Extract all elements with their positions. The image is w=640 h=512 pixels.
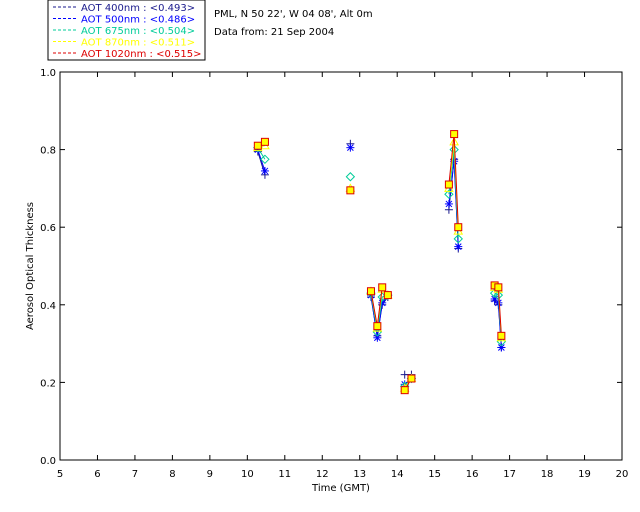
y-tick-label: 0.0 xyxy=(40,456,56,467)
legend-label: AOT 870nm : <0.511> xyxy=(81,38,195,49)
x-tick-label: 10 xyxy=(241,469,254,480)
data-point xyxy=(494,283,503,292)
axis-ticks: 5 6 7 8 9 10 11 12 13 14 15 16 17 18 19 20 0.0 0.2 0.4 0.6 0… xyxy=(40,68,628,480)
x-tick-label: 12 xyxy=(316,469,329,480)
data-point xyxy=(260,166,269,175)
plot-frame xyxy=(59,71,623,461)
x-tick-label: 20 xyxy=(616,469,629,480)
data-point xyxy=(400,370,409,379)
data-point xyxy=(444,180,453,189)
data-point xyxy=(345,172,356,182)
series-2 xyxy=(253,142,507,391)
series-0 xyxy=(253,139,506,379)
x-tick-label: 5 xyxy=(57,469,63,480)
legend-label: AOT 1020nm : <0.515> xyxy=(81,49,201,60)
data-point xyxy=(378,283,387,292)
data-point xyxy=(493,290,504,300)
y-tick-label: 0.2 xyxy=(40,378,56,389)
y-tick-label: 1.0 xyxy=(40,68,56,79)
header-location: PML, N 50 22', W 04 08', Alt 0m xyxy=(214,9,373,20)
x-tick-label: 18 xyxy=(541,469,554,480)
data-point xyxy=(373,333,382,342)
series-3 xyxy=(252,136,507,392)
data-point xyxy=(444,189,454,199)
y-axis-label: Aerosol Optical Thickness xyxy=(25,202,36,330)
data-point xyxy=(366,287,375,296)
y-tick-label: 0.4 xyxy=(40,301,56,312)
data-point xyxy=(497,331,506,340)
data-point xyxy=(454,223,463,232)
data-point xyxy=(260,137,269,146)
x-tick-label: 9 xyxy=(207,469,213,480)
x-tick-label: 17 xyxy=(503,469,516,480)
x-tick-label: 16 xyxy=(466,469,479,480)
x-tick-label: 8 xyxy=(169,469,175,480)
data-point xyxy=(449,144,459,155)
y-tick-label: 0.8 xyxy=(40,146,56,157)
data-point xyxy=(346,186,355,195)
data-point xyxy=(407,374,416,383)
x-tick-label: 6 xyxy=(94,469,100,480)
x-tick-label: 19 xyxy=(578,469,591,480)
data-point xyxy=(450,130,459,139)
header-date: Data from: 21 Sep 2004 xyxy=(214,27,334,38)
data-point xyxy=(444,199,453,208)
legend-label: AOT 400nm : <0.493> xyxy=(81,3,195,14)
legend: AOT 400nm : <0.493>AOT 500nm : <0.486>AO… xyxy=(53,3,201,60)
data-point xyxy=(253,141,262,150)
x-axis-label: Time (GMT) xyxy=(311,483,370,494)
series-layer xyxy=(252,130,507,395)
x-tick-label: 14 xyxy=(391,469,404,480)
data-point xyxy=(373,322,382,331)
legend-label: AOT 500nm : <0.486> xyxy=(81,15,195,26)
x-tick-label: 11 xyxy=(278,469,291,480)
data-point xyxy=(454,242,463,251)
data-point xyxy=(453,234,463,244)
x-tick-label: 13 xyxy=(353,469,366,480)
data-point xyxy=(260,154,270,165)
data-point xyxy=(497,343,506,352)
x-tick-label: 15 xyxy=(428,469,441,480)
y-tick-label: 0.6 xyxy=(40,223,56,234)
data-point xyxy=(400,386,409,395)
series-1 xyxy=(253,143,506,389)
data-point xyxy=(346,143,355,152)
legend-label: AOT 675nm : <0.504> xyxy=(81,26,195,37)
data-point xyxy=(383,291,392,300)
x-tick-label: 7 xyxy=(132,469,138,480)
series-4 xyxy=(253,130,506,395)
